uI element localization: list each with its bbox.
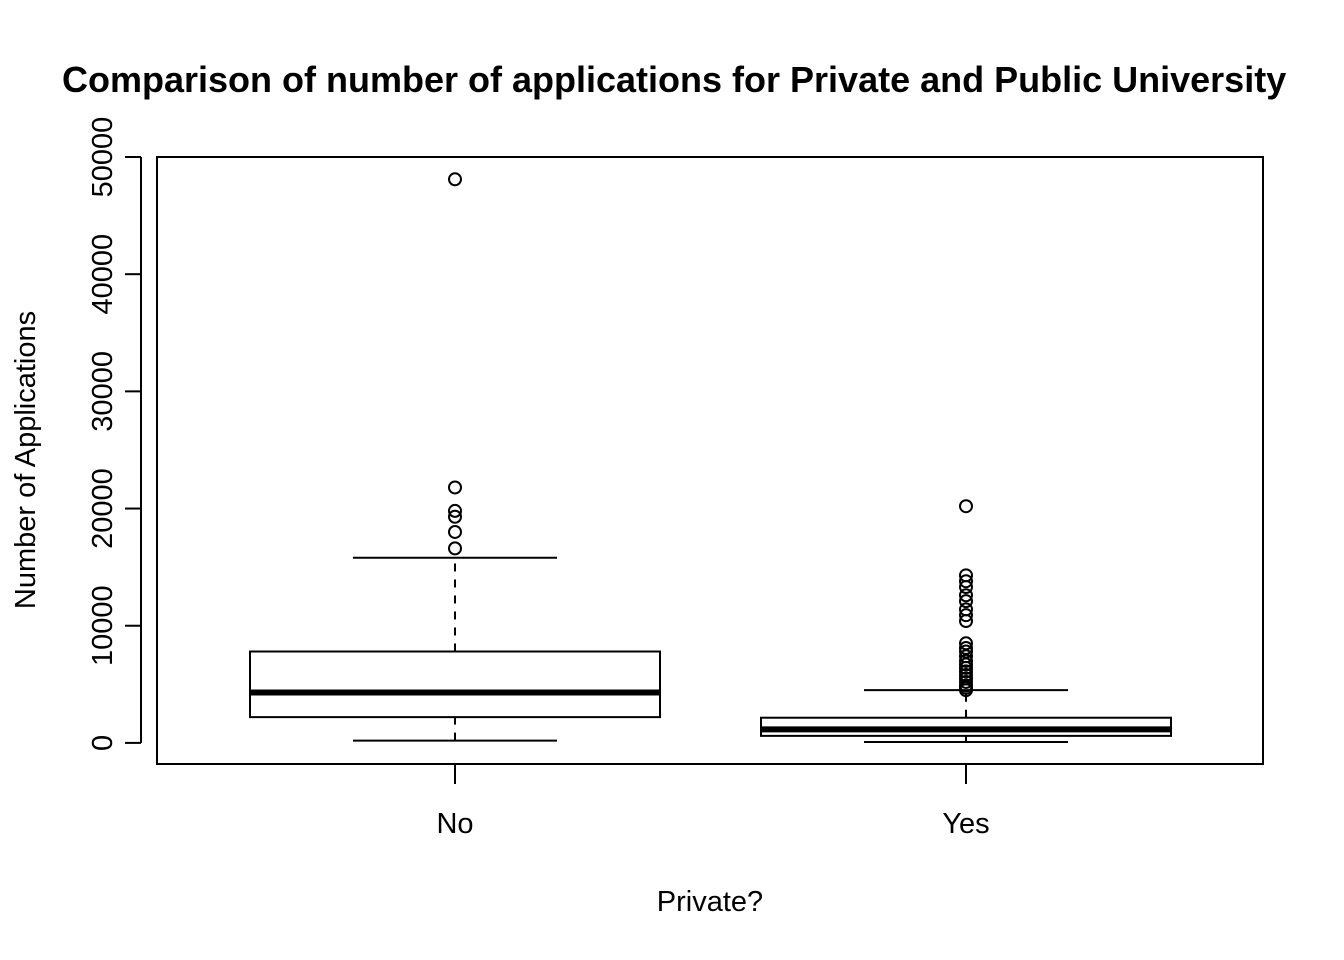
outlier-point <box>448 503 462 518</box>
outlier-point <box>448 172 462 187</box>
outlier-point <box>448 524 462 539</box>
outlier-point <box>448 480 462 495</box>
x-tick-label: No <box>436 808 473 840</box>
box-group <box>249 172 1172 743</box>
plot-frame <box>156 156 1264 765</box>
y-tick-label: 30000 <box>87 351 119 432</box>
y-tick-label: 20000 <box>87 468 119 549</box>
chart-title: Comparison of number of applications for… <box>62 59 1286 100</box>
y-axis: 0 10000 20000 30000 40000 50000 <box>87 117 142 751</box>
y-tick-label: 0 <box>87 735 119 751</box>
outlier-point <box>959 602 973 617</box>
outlier-point <box>959 499 973 514</box>
outlier-point <box>959 588 973 603</box>
box-no <box>249 172 661 742</box>
x-axis-label: Private? <box>657 886 763 918</box>
outlier-point <box>959 574 973 589</box>
box-yes <box>760 499 1172 743</box>
outlier-point <box>959 636 973 651</box>
outlier-point <box>959 608 973 623</box>
outlier-point <box>959 640 973 655</box>
outlier-point <box>448 541 462 556</box>
y-tick-label: 50000 <box>87 117 119 198</box>
outlier-point <box>959 594 973 609</box>
outlier-point <box>959 568 973 583</box>
y-tick-label: 40000 <box>87 234 119 315</box>
y-axis-label: Number of Applications <box>10 311 42 609</box>
y-tick-label: 10000 <box>87 585 119 666</box>
outlier-point <box>448 509 462 524</box>
x-axis: No Yes <box>436 764 990 840</box>
iqr-box <box>249 650 661 719</box>
x-tick-label: Yes <box>942 808 989 840</box>
